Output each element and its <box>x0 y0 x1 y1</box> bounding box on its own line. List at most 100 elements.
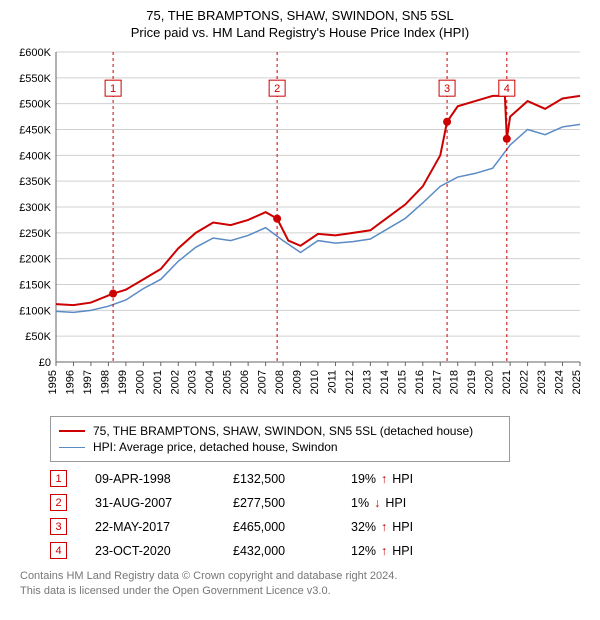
sale-delta-suffix: HPI <box>385 496 406 510</box>
footer-line: This data is licensed under the Open Gov… <box>20 584 590 599</box>
svg-text:£150K: £150K <box>19 280 51 292</box>
svg-text:1995: 1995 <box>47 370 59 394</box>
svg-text:£550K: £550K <box>19 73 51 85</box>
sale-price: £277,500 <box>233 496 323 510</box>
svg-text:2003: 2003 <box>187 370 199 394</box>
sale-price: £132,500 <box>233 472 323 486</box>
svg-text:1999: 1999 <box>117 370 129 394</box>
svg-text:£600K: £600K <box>19 47 51 59</box>
sale-dot <box>503 135 511 143</box>
sale-marker-label: 3 <box>444 83 450 95</box>
sale-number-box: 1 <box>50 470 67 487</box>
sale-delta-pct: 19% <box>351 472 376 486</box>
svg-text:£300K: £300K <box>19 202 51 214</box>
sale-delta-pct: 32% <box>351 520 376 534</box>
legend-swatch-hpi <box>59 447 85 448</box>
sale-marker-label: 2 <box>274 83 280 95</box>
svg-text:2024: 2024 <box>554 370 566 394</box>
svg-text:1996: 1996 <box>64 370 76 394</box>
svg-text:2013: 2013 <box>361 370 373 394</box>
svg-text:2000: 2000 <box>134 370 146 394</box>
svg-text:2018: 2018 <box>449 370 461 394</box>
svg-text:2017: 2017 <box>431 370 443 394</box>
sale-price: £432,000 <box>233 544 323 558</box>
svg-text:2022: 2022 <box>519 370 531 394</box>
sale-marker-label: 1 <box>110 83 116 95</box>
sale-delta: 12% ↑ HPI <box>351 544 413 558</box>
sale-number-box: 4 <box>50 542 67 559</box>
sale-delta: 32% ↑ HPI <box>351 520 413 534</box>
svg-text:2019: 2019 <box>466 370 478 394</box>
svg-text:£200K: £200K <box>19 254 51 266</box>
sale-date: 23-OCT-2020 <box>95 544 205 558</box>
svg-text:2023: 2023 <box>536 370 548 394</box>
sale-delta-suffix: HPI <box>392 472 413 486</box>
chart-svg: £0 £50K £100K £150K £200K £250K £300K £350K £400… <box>10 46 590 406</box>
svg-text:£400K: £400K <box>19 150 51 162</box>
svg-text:2016: 2016 <box>414 370 426 394</box>
sale-delta-pct: 12% <box>351 544 376 558</box>
sale-number-box: 2 <box>50 494 67 511</box>
legend-label: 75, THE BRAMPTONS, SHAW, SWINDON, SN5 5S… <box>93 424 473 438</box>
chart-title: 75, THE BRAMPTONS, SHAW, SWINDON, SN5 5S… <box>10 8 590 23</box>
legend-swatch-property <box>59 430 85 432</box>
arrow-up-icon: ↑ <box>381 472 387 486</box>
legend-label: HPI: Average price, detached house, Swin… <box>93 440 338 454</box>
svg-text:£0: £0 <box>39 357 51 369</box>
svg-text:2006: 2006 <box>239 370 251 394</box>
arrow-down-icon: ↓ <box>374 496 380 510</box>
svg-text:£250K: £250K <box>19 228 51 240</box>
legend-row: HPI: Average price, detached house, Swin… <box>59 440 501 454</box>
svg-text:2011: 2011 <box>326 370 338 394</box>
svg-text:£500K: £500K <box>19 99 51 111</box>
svg-text:2010: 2010 <box>309 370 321 394</box>
sale-delta: 1% ↓ HPI <box>351 496 406 510</box>
sale-delta-suffix: HPI <box>392 544 413 558</box>
legend-row: 75, THE BRAMPTONS, SHAW, SWINDON, SN5 5S… <box>59 424 501 438</box>
sale-number-box: 3 <box>50 518 67 535</box>
sale-dot <box>273 215 281 223</box>
svg-text:£450K: £450K <box>19 125 51 137</box>
chart-area: £0 £50K £100K £150K £200K £250K £300K £350K £400… <box>10 46 590 406</box>
sales-row: 4 23-OCT-2020 £432,000 12% ↑ HPI <box>50 542 590 559</box>
svg-text:2008: 2008 <box>274 370 286 394</box>
sales-row: 1 09-APR-1998 £132,500 19% ↑ HPI <box>50 470 590 487</box>
sale-date: 09-APR-1998 <box>95 472 205 486</box>
svg-text:2009: 2009 <box>292 370 304 394</box>
svg-text:£50K: £50K <box>25 331 51 343</box>
sale-delta: 19% ↑ HPI <box>351 472 413 486</box>
svg-text:1997: 1997 <box>82 370 94 394</box>
chart-subtitle: Price paid vs. HM Land Registry's House … <box>10 25 590 40</box>
footer-line: Contains HM Land Registry data © Crown c… <box>20 569 590 584</box>
svg-text:1998: 1998 <box>99 370 111 394</box>
svg-text:2025: 2025 <box>571 370 583 394</box>
sales-table: 1 09-APR-1998 £132,500 19% ↑ HPI 2 31-AUG-2007 £… <box>50 470 590 559</box>
svg-text:2005: 2005 <box>222 370 234 394</box>
chart-card: 75, THE BRAMPTONS, SHAW, SWINDON, SN5 5S… <box>0 0 600 607</box>
svg-text:2007: 2007 <box>257 370 269 394</box>
sale-date: 31-AUG-2007 <box>95 496 205 510</box>
arrow-up-icon: ↑ <box>381 544 387 558</box>
arrow-up-icon: ↑ <box>381 520 387 534</box>
svg-text:2020: 2020 <box>484 370 496 394</box>
svg-text:2021: 2021 <box>501 370 513 394</box>
sale-delta-pct: 1% <box>351 496 369 510</box>
svg-text:2002: 2002 <box>169 370 181 394</box>
series-line-property <box>56 96 580 305</box>
footer: Contains HM Land Registry data © Crown c… <box>20 569 590 599</box>
sale-delta-suffix: HPI <box>392 520 413 534</box>
sales-row: 2 31-AUG-2007 £277,500 1% ↓ HPI <box>50 494 590 511</box>
svg-text:2001: 2001 <box>152 370 164 394</box>
legend: 75, THE BRAMPTONS, SHAW, SWINDON, SN5 5S… <box>50 416 510 462</box>
sale-date: 22-MAY-2017 <box>95 520 205 534</box>
svg-text:£100K: £100K <box>19 305 51 317</box>
sale-dot <box>109 290 117 298</box>
svg-text:2014: 2014 <box>379 370 391 394</box>
sale-price: £465,000 <box>233 520 323 534</box>
svg-text:2012: 2012 <box>344 370 356 394</box>
svg-text:£350K: £350K <box>19 176 51 188</box>
svg-text:2004: 2004 <box>204 370 216 394</box>
title-block: 75, THE BRAMPTONS, SHAW, SWINDON, SN5 5S… <box>10 8 590 40</box>
sale-dot <box>443 118 451 126</box>
sales-row: 3 22-MAY-2017 £465,000 32% ↑ HPI <box>50 518 590 535</box>
